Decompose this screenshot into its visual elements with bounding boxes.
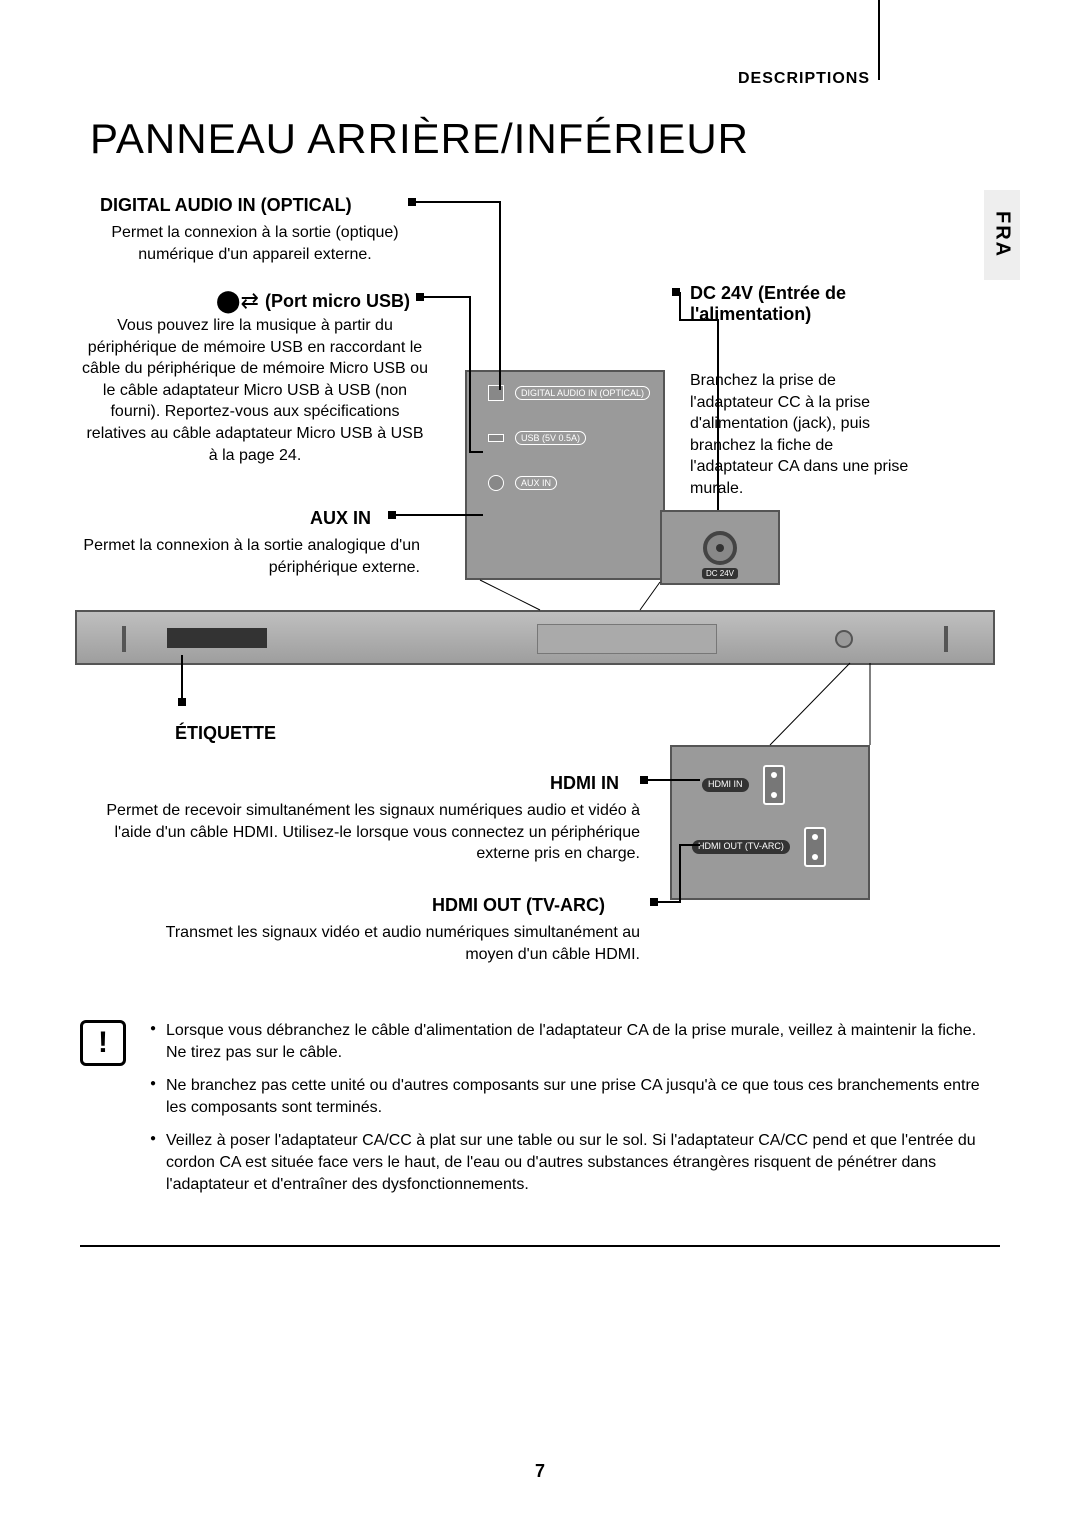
hdmi-in-port-label: HDMI IN xyxy=(702,778,749,792)
hdmi-in-text: Permet de recevoir simultanément les sig… xyxy=(100,800,640,865)
usb-port-label: USB (5V 0.5A) xyxy=(515,431,586,445)
dc-jack-icon xyxy=(703,531,737,565)
notice-item: Veillez à poser l'adaptateur CA/CC à pla… xyxy=(150,1130,1000,1197)
hdmi-in-heading: HDMI IN xyxy=(550,773,619,794)
bar-label-sticker xyxy=(167,628,267,648)
language-tab: FRA xyxy=(984,190,1020,280)
optical-port-label: DIGITAL AUDIO IN (OPTICAL) xyxy=(515,386,650,400)
usb-heading-row: ⬤⇄ (Port micro USB) xyxy=(130,288,410,314)
bar-mid-recess xyxy=(537,624,717,654)
soundbar-diagram xyxy=(75,610,995,665)
dc-text: Branchez la prise de l'adaptateur CC à l… xyxy=(690,370,920,500)
page-number: 7 xyxy=(0,1461,1080,1482)
dc-jack-label: DC 24V xyxy=(702,568,738,579)
notice-item: Ne branchez pas cette unité ou d'autres … xyxy=(150,1075,1000,1120)
etiquette-heading: ÉTIQUETTE xyxy=(175,723,276,744)
bar-dc-dot xyxy=(835,630,853,648)
digital-audio-text: Permet la connexion à la sortie (optique… xyxy=(100,222,410,265)
dc-heading: DC 24V (Entrée de l'alimentation) xyxy=(690,283,910,325)
usb-heading: (Port micro USB) xyxy=(265,291,410,312)
language-tab-text: FRA xyxy=(991,211,1014,258)
hdmi-panel: HDMI IN HDMI OUT (TV-ARC) xyxy=(670,745,870,900)
notice-list: Lorsque vous débranchez le câble d'alime… xyxy=(150,1020,1000,1197)
aux-text: Permet la connexion à la sortie analogiq… xyxy=(80,535,420,578)
aux-port-icon xyxy=(488,475,504,491)
hdmi-out-text: Transmet les signaux vidéo et audio numé… xyxy=(120,922,640,965)
header-divider xyxy=(878,0,880,80)
page-title: PANNEAU ARRIÈRE/INFÉRIEUR xyxy=(90,115,749,163)
bar-slot-left xyxy=(122,626,126,652)
usb-icon: ⬤⇄ xyxy=(216,288,259,314)
aux-port-label: AUX IN xyxy=(515,476,557,490)
usb-port-icon xyxy=(488,434,504,442)
ports-panel-left: DIGITAL AUDIO IN (OPTICAL) USB (5V 0.5A)… xyxy=(465,370,665,580)
hdmi-out-port-icon xyxy=(804,827,826,867)
caution-icon: ! xyxy=(80,1020,126,1066)
digital-audio-heading: DIGITAL AUDIO IN (OPTICAL) xyxy=(100,195,410,216)
hdmi-out-port-label: HDMI OUT (TV-ARC) xyxy=(692,840,790,854)
aux-heading: AUX IN xyxy=(310,508,371,529)
caution-icon-text: ! xyxy=(98,1026,108,1060)
bar-slot-right xyxy=(944,626,948,652)
notice-block: ! Lorsque vous débranchez le câble d'ali… xyxy=(80,1020,1000,1207)
section-label: DESCRIPTIONS xyxy=(738,70,870,88)
usb-text: Vous pouvez lire la musique à partir du … xyxy=(80,315,430,466)
hdmi-in-port-icon xyxy=(763,765,785,805)
dc-panel: DC 24V xyxy=(660,510,780,585)
notice-item: Lorsque vous débranchez le câble d'alime… xyxy=(150,1020,1000,1065)
footer-rule xyxy=(80,1245,1000,1247)
optical-port-icon xyxy=(488,385,504,401)
hdmi-out-heading: HDMI OUT (TV-ARC) xyxy=(432,895,605,916)
